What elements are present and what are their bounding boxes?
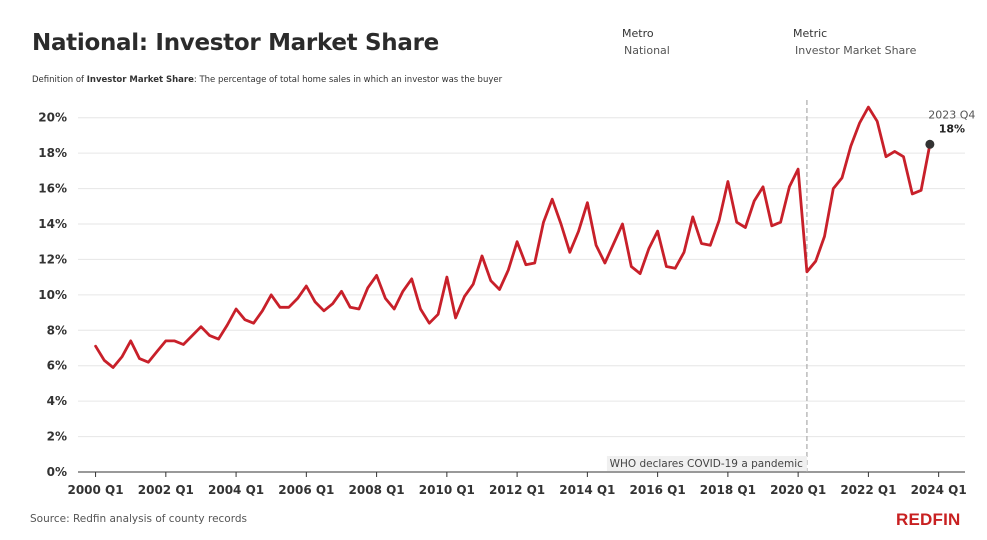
x-tick-label: 2020 Q1 <box>770 483 826 497</box>
x-tick-label: 2024 Q1 <box>911 483 967 497</box>
x-tick-label: 2018 Q1 <box>700 483 756 497</box>
x-tick-label: 2010 Q1 <box>419 483 475 497</box>
x-tick-label: 2004 Q1 <box>208 483 264 497</box>
covid-annotation-box <box>606 456 807 471</box>
definition-term: Investor Market Share <box>86 75 194 85</box>
x-tick-label: 2012 Q1 <box>489 483 545 497</box>
x-tick-label: 2014 Q1 <box>559 483 615 497</box>
y-tick-label: 10% <box>38 288 67 302</box>
metric-filter-label: Metric <box>793 27 828 40</box>
metric-definition: Definition of Investor Market Share: The… <box>32 75 502 85</box>
source-note: Source: Redfin analysis of county record… <box>30 513 247 525</box>
investor-share-line <box>94 105 932 369</box>
metric-filter-value[interactable]: Investor Market Share <box>795 44 917 57</box>
last-point-marker <box>925 139 935 149</box>
last-point-value-label: 18% <box>939 122 965 135</box>
y-tick-label: 4% <box>47 394 67 408</box>
x-tick-label: 2002 Q1 <box>138 483 194 497</box>
y-tick-label: 14% <box>38 217 67 231</box>
redfin-logo: REDFIN <box>896 510 961 529</box>
y-tick-label: 18% <box>38 146 67 160</box>
x-tick-label: 2006 Q1 <box>278 483 334 497</box>
metro-filter-value[interactable]: National <box>624 44 670 57</box>
y-tick-label: 20% <box>38 111 67 125</box>
definition-text: : The percentage of total home sales in … <box>193 75 503 85</box>
metro-filter[interactable]: Metro National <box>622 27 670 57</box>
y-tick-label: 12% <box>38 252 67 266</box>
definition-prefix: Definition of <box>32 75 85 85</box>
metric-filter[interactable]: Metric Investor Market Share <box>793 27 916 57</box>
metro-filter-label: Metro <box>622 27 654 40</box>
y-tick-label: 16% <box>38 182 67 196</box>
x-tick-label: 2008 Q1 <box>349 483 405 497</box>
x-tick-label: 2016 Q1 <box>630 483 686 497</box>
x-tick-label: 2022 Q1 <box>840 483 896 497</box>
last-point-period-label: 2023 Q4 <box>928 108 975 121</box>
y-tick-label: 8% <box>47 323 67 337</box>
y-tick-label: 6% <box>47 359 67 373</box>
y-tick-label: 2% <box>47 430 67 444</box>
x-tick-label: 2000 Q1 <box>67 483 123 497</box>
y-tick-label: 0% <box>47 465 67 479</box>
covid-annotation-label: WHO declares COVID-19 a pandemic <box>610 458 804 470</box>
page-title: National: Investor Market Share <box>32 30 439 56</box>
